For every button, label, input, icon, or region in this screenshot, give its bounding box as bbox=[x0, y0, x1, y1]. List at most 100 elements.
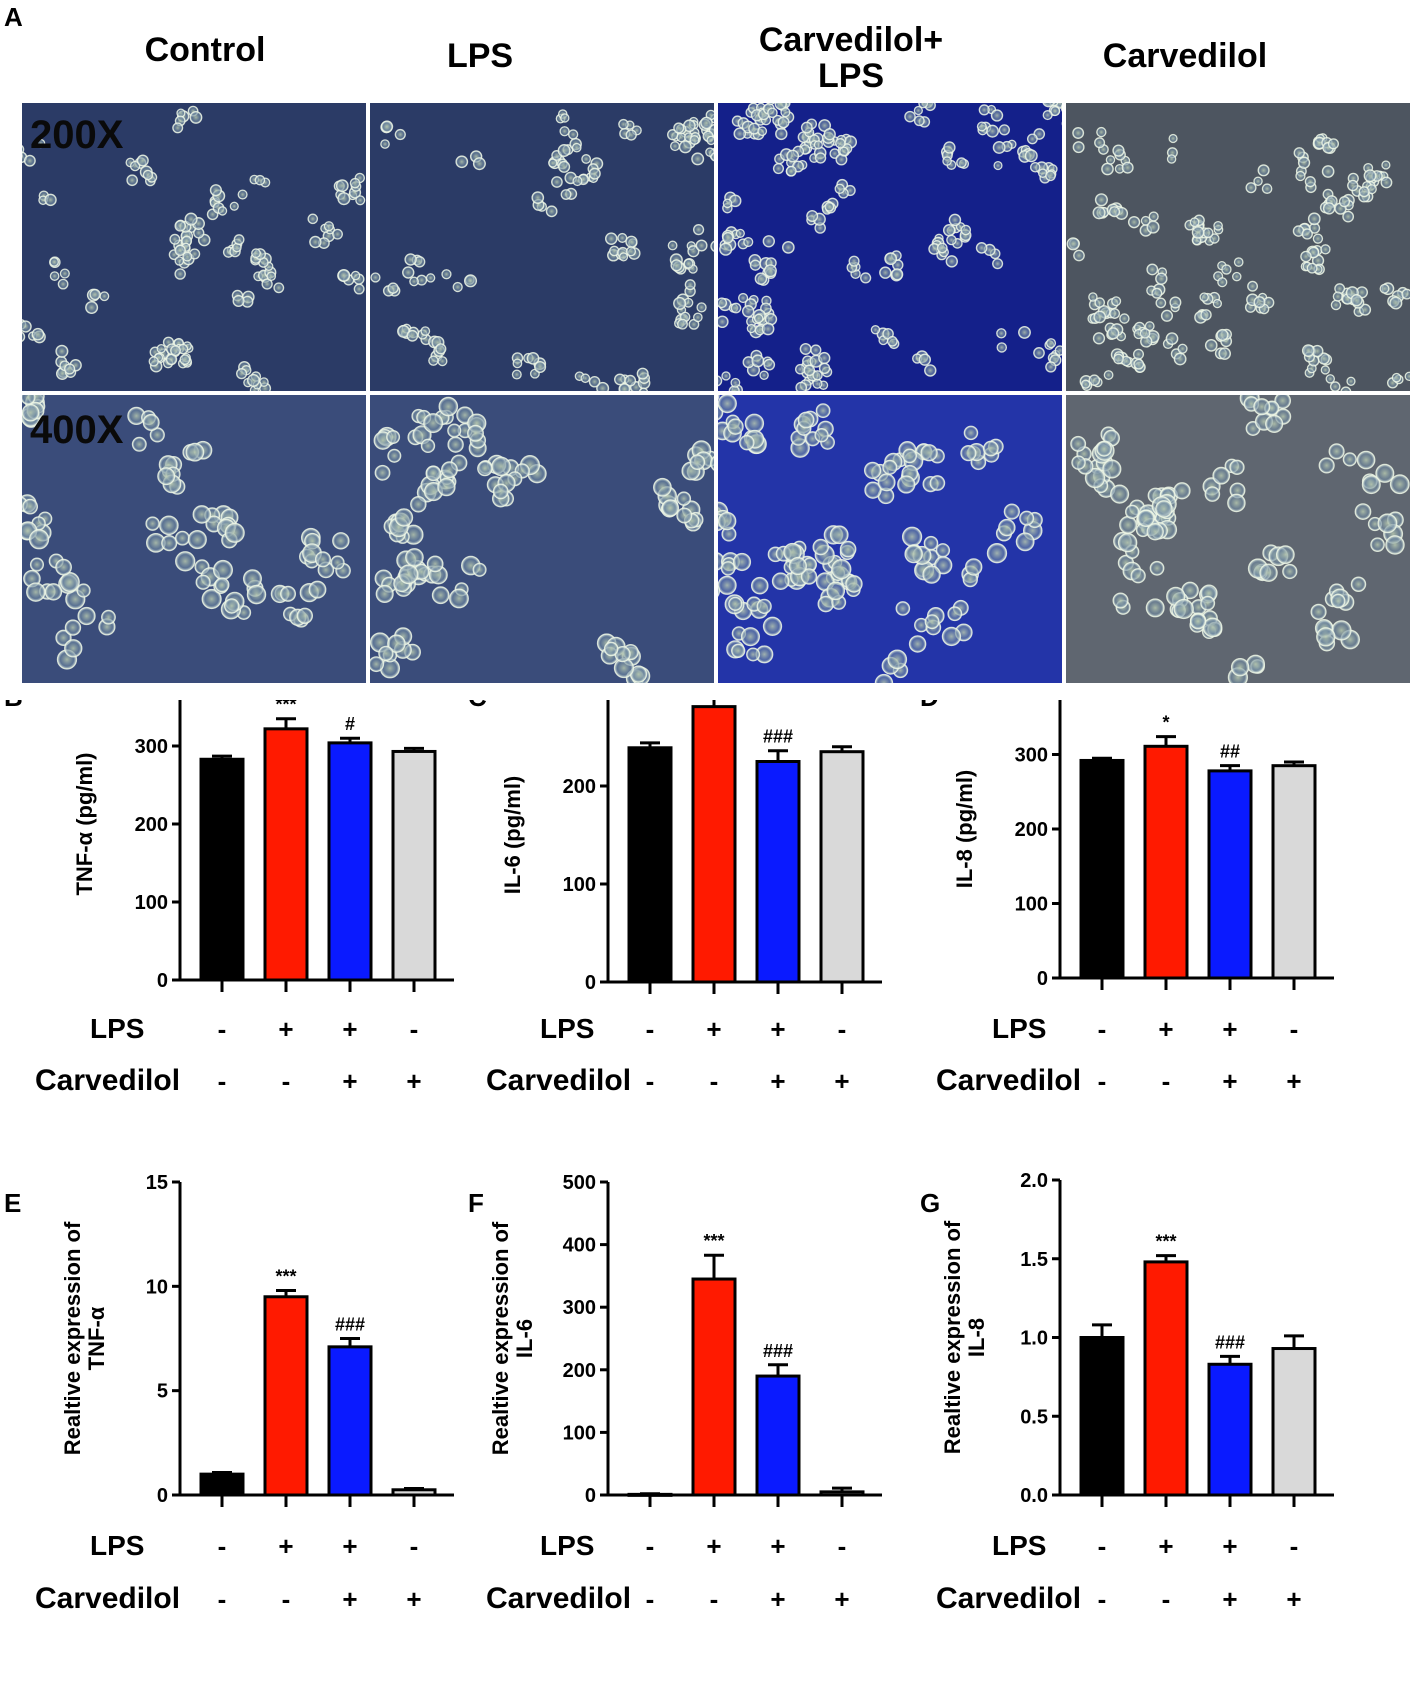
y-tick-label: 2.0 bbox=[1020, 1170, 1048, 1192]
bar-1 bbox=[199, 757, 245, 982]
carvedilol-row-label: Carvedilol bbox=[35, 1582, 180, 1615]
y-tick-label: 300 bbox=[1015, 745, 1048, 767]
bar-3 bbox=[755, 1374, 801, 1497]
significance-label: ### bbox=[763, 1341, 793, 1361]
bar-2 bbox=[1143, 744, 1189, 980]
lps-row-label: LPS bbox=[540, 1530, 594, 1561]
significance-label: * bbox=[1162, 713, 1169, 733]
carvedilol-sign: + bbox=[770, 1584, 785, 1614]
carvedilol-sign: - bbox=[1098, 1584, 1107, 1614]
bar-1 bbox=[627, 746, 673, 984]
column-header-carvedilol: Carvedilol bbox=[1102, 37, 1268, 75]
micrograph-carvedilol-lps-200x bbox=[718, 103, 1062, 391]
significance-label: *** bbox=[275, 1267, 296, 1287]
column-header-carvedilol-lps: Carvedilol+ LPS bbox=[758, 21, 944, 95]
carvedilol-sign: - bbox=[218, 1584, 227, 1614]
carvedilol-sign: + bbox=[1222, 1584, 1237, 1614]
lps-sign: - bbox=[646, 1531, 655, 1561]
lps-sign: - bbox=[1098, 1531, 1107, 1561]
magnification-label-400x: 400X bbox=[30, 408, 124, 452]
micrograph-control-200x bbox=[22, 103, 366, 391]
carvedilol-sign: + bbox=[1286, 1066, 1301, 1096]
carvedilol-sign: - bbox=[1162, 1066, 1171, 1096]
lps-sign: + bbox=[1222, 1014, 1237, 1044]
panel-a-letter: A bbox=[4, 2, 23, 32]
bar-2 bbox=[691, 705, 737, 984]
carvedilol-sign: - bbox=[710, 1584, 719, 1614]
panel-c-letter: C bbox=[468, 700, 487, 712]
significance-label: ## bbox=[1220, 742, 1240, 762]
y-axis-label: TNF-α (pg/ml) bbox=[72, 752, 97, 895]
bar-4 bbox=[391, 1488, 437, 1497]
y-tick-label: 100 bbox=[135, 892, 168, 914]
bar-2 bbox=[691, 1277, 737, 1497]
y-tick-label: 200 bbox=[563, 776, 596, 798]
carvedilol-sign: - bbox=[1162, 1584, 1171, 1614]
bar-3 bbox=[327, 741, 373, 982]
chart-panel-c: C0100200300IL-6 (pg/ml)--**+-###++-+LPSC… bbox=[468, 700, 882, 1097]
carvedilol-sign: - bbox=[646, 1066, 655, 1096]
chart-panel-g: G 0.0 0.5 1.0 1.5 2.0 Realtive expression of IL… bbox=[920, 1170, 1334, 1615]
y-tick-label: 1.5 bbox=[1020, 1249, 1048, 1271]
panel-f-letter: F bbox=[468, 1188, 484, 1218]
bar-3 bbox=[1207, 769, 1253, 980]
y-tick-label: 10 bbox=[146, 1276, 168, 1298]
magnification-label-200x: 200X bbox=[30, 113, 124, 157]
lps-sign: + bbox=[706, 1531, 721, 1561]
bar-4 bbox=[819, 750, 865, 984]
lps-row-label: LPS bbox=[90, 1530, 144, 1561]
y-tick-label: 0 bbox=[157, 970, 168, 992]
bar-2 bbox=[263, 1295, 309, 1497]
carvedilol-sign: + bbox=[834, 1066, 849, 1096]
lps-row-label: LPS bbox=[992, 1013, 1046, 1044]
micrograph-carvedilol-400x bbox=[1066, 395, 1410, 683]
y-tick-label: 0.0 bbox=[1020, 1485, 1048, 1507]
lps-sign: - bbox=[410, 1014, 419, 1044]
lps-sign: + bbox=[342, 1014, 357, 1044]
bar-4 bbox=[819, 1490, 865, 1497]
carvedilol-sign: - bbox=[218, 1066, 227, 1096]
bar-3 bbox=[755, 760, 801, 984]
micrograph-control-400x bbox=[22, 395, 366, 683]
lps-row-label: LPS bbox=[90, 1013, 144, 1044]
bar-1 bbox=[1079, 758, 1125, 980]
chart-panel-d: D0100200300400IL-8 (pg/ml)--*+-##++-+LPS… bbox=[920, 700, 1334, 1097]
bar-4 bbox=[391, 749, 437, 982]
micrograph-image-set bbox=[22, 103, 1410, 683]
y-axis-label: IL-6 (pg/ml) bbox=[500, 776, 525, 895]
y-tick-label: 1.0 bbox=[1020, 1328, 1048, 1350]
lps-sign: - bbox=[410, 1531, 419, 1561]
bar-3 bbox=[1207, 1362, 1253, 1497]
y-axis-label: Realtive expression of bbox=[488, 1221, 513, 1455]
carvedilol-sign: + bbox=[342, 1066, 357, 1096]
lps-sign: + bbox=[1222, 1531, 1237, 1561]
panel-d-letter: D bbox=[920, 700, 939, 712]
lps-sign: + bbox=[770, 1014, 785, 1044]
micrograph-grid: 200X 400X bbox=[22, 103, 1410, 685]
y-tick-label: 100 bbox=[563, 1422, 596, 1444]
carvedilol-sign: - bbox=[1098, 1066, 1107, 1096]
y-tick-label: 0 bbox=[157, 1485, 168, 1507]
significance-label: ### bbox=[1215, 1332, 1245, 1352]
y-tick-label: 300 bbox=[135, 736, 168, 758]
y-tick-label: 100 bbox=[563, 874, 596, 896]
lps-sign: - bbox=[218, 1014, 227, 1044]
significance-label: *** bbox=[1155, 1232, 1176, 1252]
lps-sign: - bbox=[1290, 1531, 1299, 1561]
y-tick-label: 400 bbox=[563, 1235, 596, 1257]
carvedilol-row-label: Carvedilol bbox=[486, 1064, 631, 1097]
y-axis-label: Realtive expression of bbox=[940, 1220, 965, 1454]
micrograph-lps-200x bbox=[370, 103, 714, 391]
panel-g-letter: G bbox=[920, 1188, 940, 1218]
lps-sign: + bbox=[1158, 1014, 1173, 1044]
chart-panel-e: E 0 5 10 15 Realtive expression of TNF-α - - *** +… bbox=[4, 1172, 454, 1615]
bar-1 bbox=[199, 1472, 245, 1497]
bar-2 bbox=[263, 727, 309, 982]
chart-panel-f: F 0 100 200 300 400 500 Realtive expression of I… bbox=[468, 1172, 882, 1615]
y-axis-label: TNF-α bbox=[84, 1306, 109, 1370]
lps-sign: - bbox=[646, 1014, 655, 1044]
bar-4 bbox=[1271, 764, 1317, 980]
carvedilol-sign: + bbox=[406, 1066, 421, 1096]
carvedilol-row-label: Carvedilol bbox=[486, 1582, 631, 1615]
y-tick-label: 0 bbox=[585, 972, 596, 994]
